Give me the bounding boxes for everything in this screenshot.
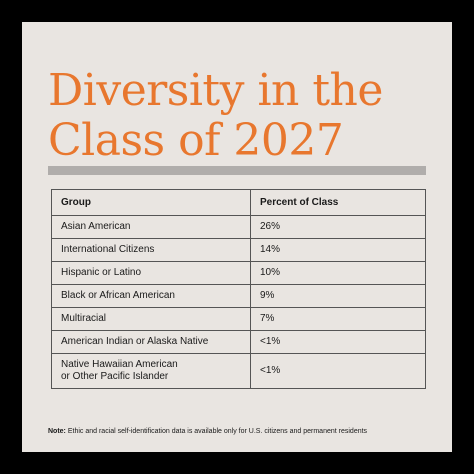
column-header-group: Group [51,189,251,216]
cell-percent: 9% [250,284,426,308]
cell-percent: 14% [250,238,426,262]
table-row: Native Hawaiian American or Other Pacifi… [51,353,426,389]
table-header-row: Group Percent of Class [51,189,426,216]
column-header-percent: Percent of Class [250,189,426,216]
cell-percent: 26% [250,215,426,239]
table-row: American Indian or Alaska Native <1% [51,330,426,354]
cell-group: Native Hawaiian American or Other Pacifi… [51,353,251,389]
title-line-2: Class of 2027 [48,115,344,166]
cell-percent: 10% [250,261,426,285]
cell-group: Black or African American [51,284,251,308]
diversity-table: Group Percent of Class Asian American 26… [51,189,426,389]
cell-group: Hispanic or Latino [51,261,251,285]
footnote: Note: Ethic and racial self-identificati… [48,428,367,435]
cell-group-line-1: Native Hawaiian American [61,359,178,370]
cell-percent: 7% [250,307,426,331]
cell-group-line-2: or Other Pacific Islander [61,371,169,382]
cell-group: Multiracial [51,307,251,331]
cell-group: American Indian or Alaska Native [51,330,251,354]
table-row: International Citizens 14% [51,238,426,262]
table-row: Multiracial 7% [51,307,426,331]
divider-bar [48,166,426,175]
footnote-text: Ethic and racial self-identification dat… [65,428,368,435]
table-row: Black or African American 9% [51,284,426,308]
cell-percent: <1% [250,353,426,389]
table-row: Hispanic or Latino 10% [51,261,426,285]
table-row: Asian American 26% [51,215,426,239]
title-line-1: Diversity in the [48,65,383,116]
cell-group: Asian American [51,215,251,239]
cell-group: International Citizens [51,238,251,262]
cell-percent: <1% [250,330,426,354]
page-title: Diversity in the Class of 2027 [48,66,383,166]
footnote-label: Note: [48,428,66,435]
